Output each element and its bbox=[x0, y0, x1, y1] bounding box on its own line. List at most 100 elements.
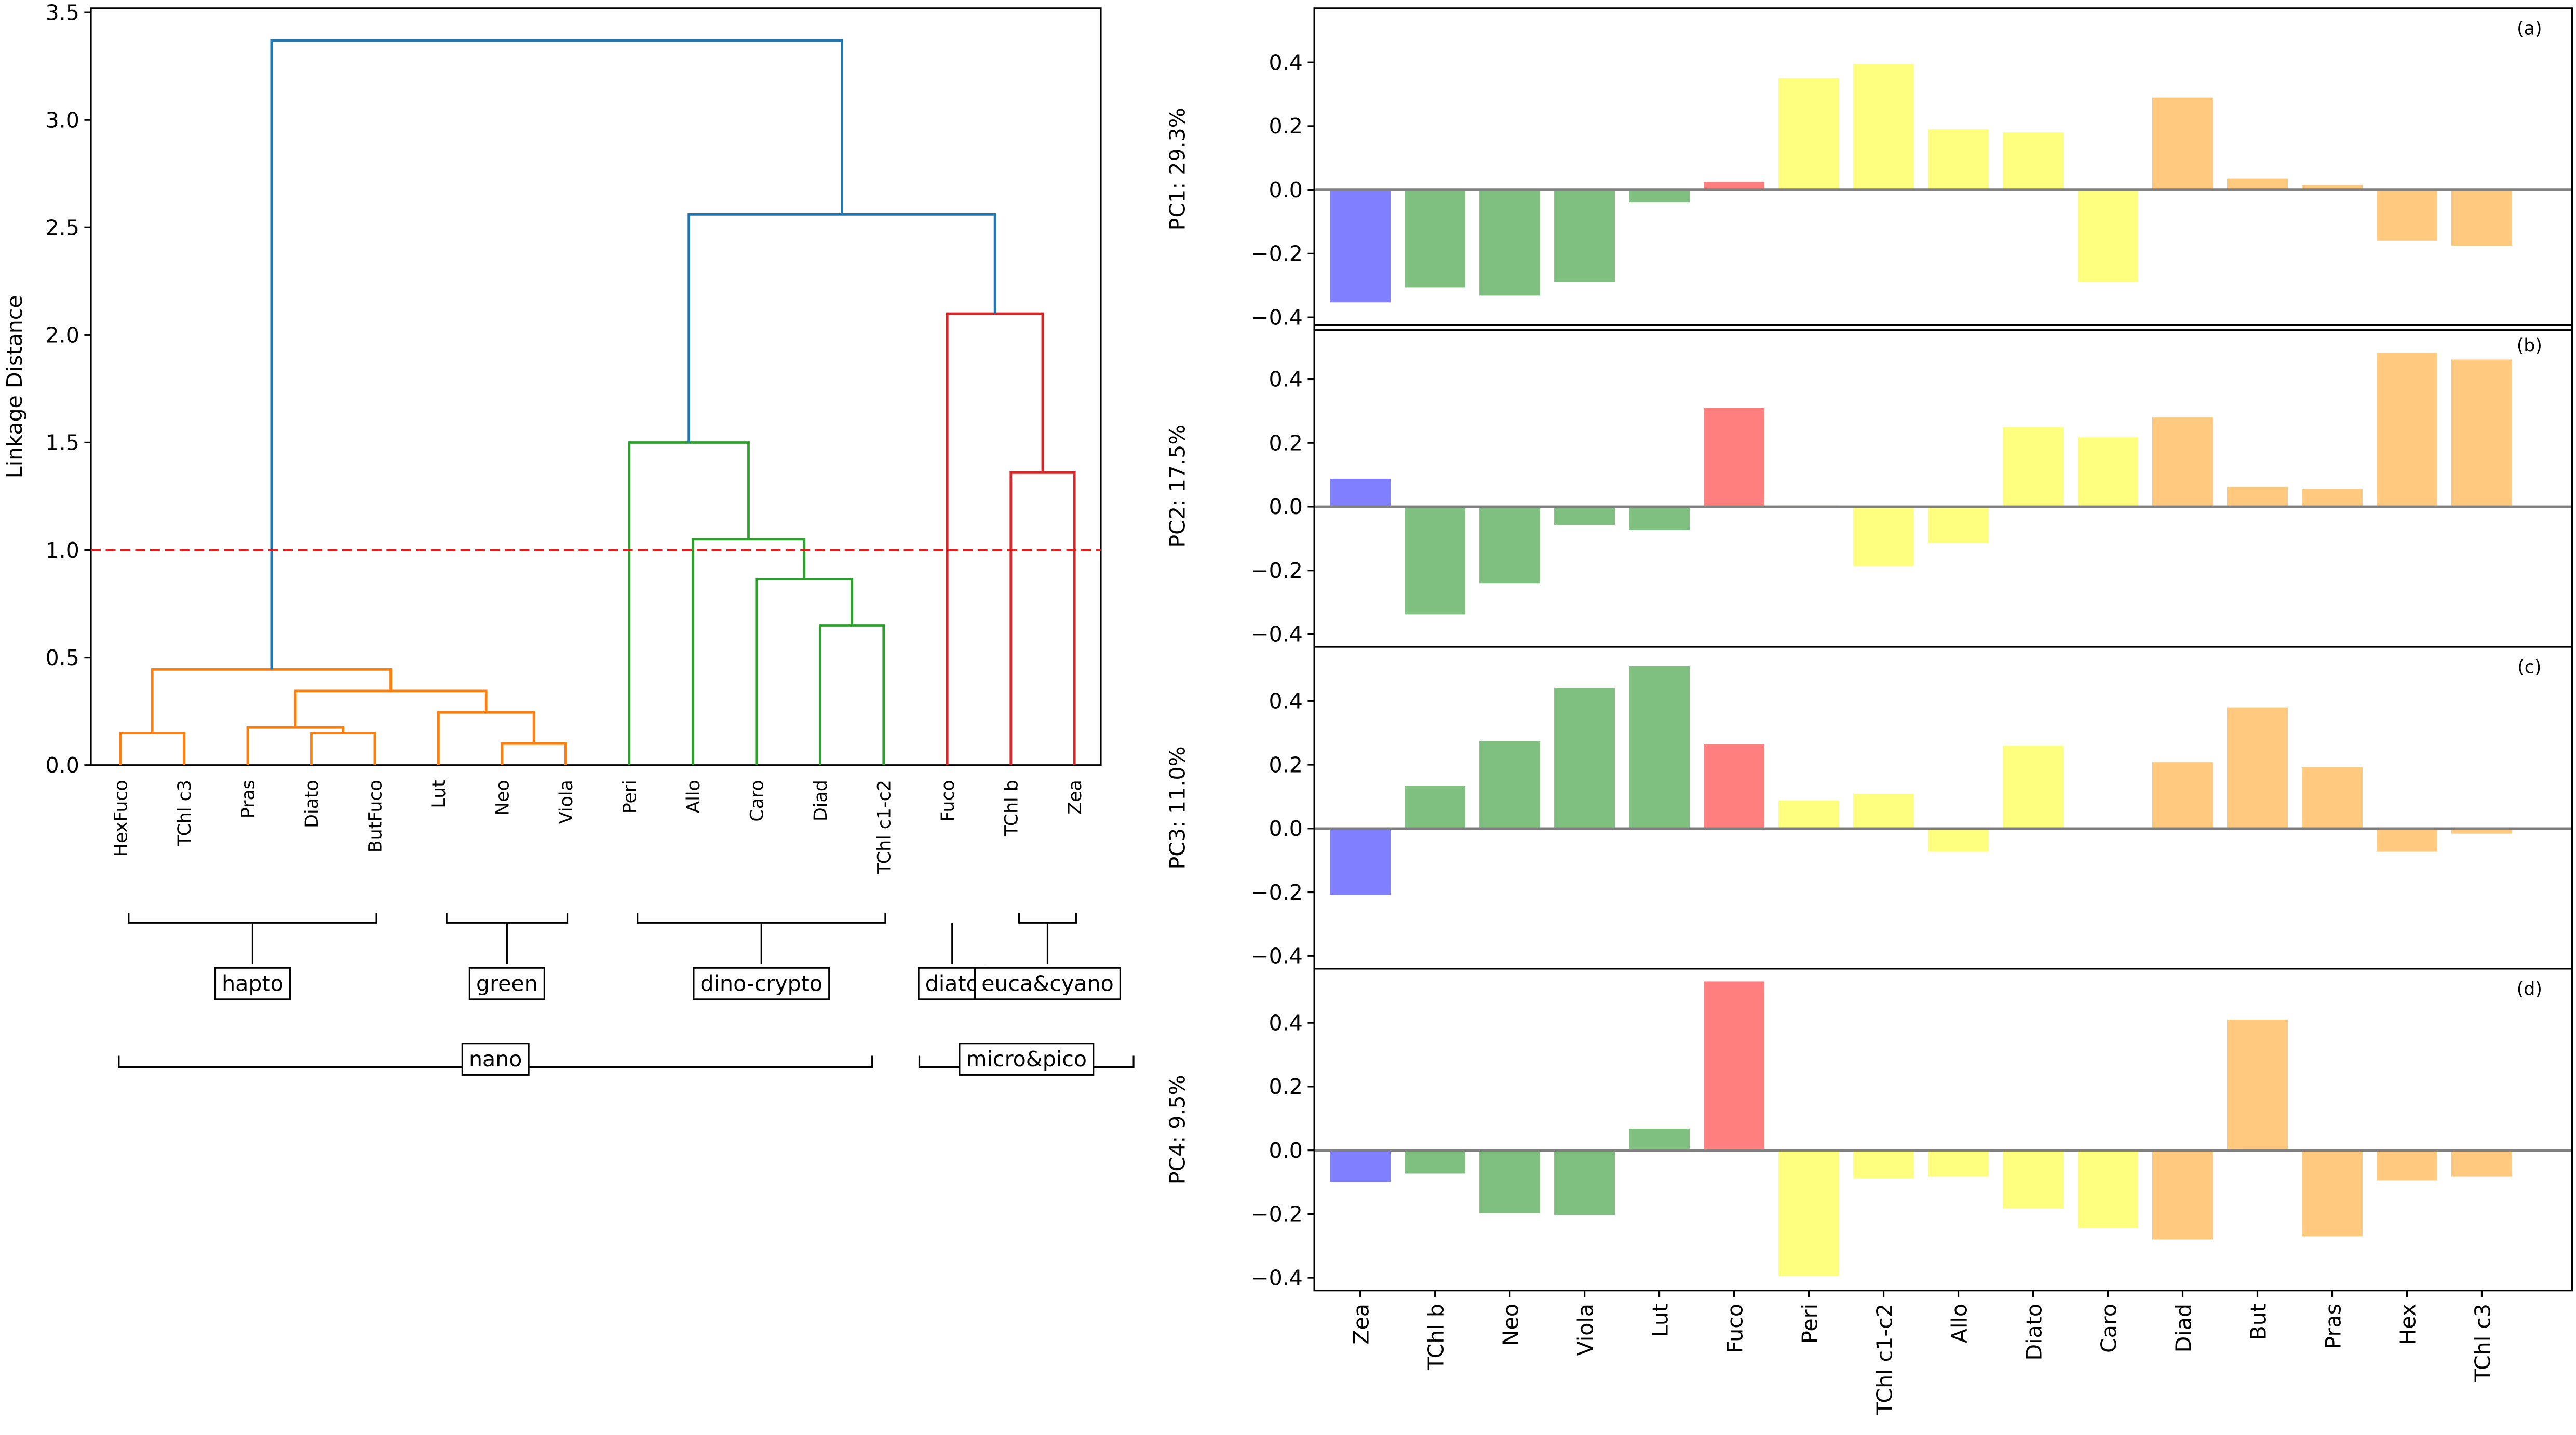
bar bbox=[2227, 707, 2288, 829]
y-tick-label: 0.2 bbox=[1269, 114, 1303, 139]
x-tick-label: Fuco bbox=[1722, 1304, 1747, 1353]
panel-frame bbox=[1313, 7, 2573, 331]
bar bbox=[1704, 182, 1765, 190]
bar bbox=[2301, 185, 2363, 190]
bar bbox=[1554, 1150, 1615, 1215]
bar bbox=[1704, 408, 1765, 507]
bar bbox=[1479, 189, 1541, 296]
bar bbox=[2376, 828, 2437, 852]
y-tick-label: 0.2 bbox=[1269, 430, 1303, 455]
bracket bbox=[446, 913, 569, 964]
panel-label: (a) bbox=[2517, 18, 2542, 39]
bar bbox=[2227, 486, 2288, 507]
group-label-box bbox=[974, 967, 1121, 1000]
x-tick-label: Hex bbox=[2395, 1304, 2420, 1345]
leaf-label: Lut bbox=[429, 780, 450, 808]
bar bbox=[2451, 828, 2512, 834]
bar bbox=[1928, 1150, 1989, 1177]
y-tick-label: 0.0 bbox=[1269, 178, 1303, 202]
leaf-label: Caro bbox=[747, 780, 767, 821]
bar bbox=[1330, 189, 1391, 303]
bar bbox=[1853, 793, 1914, 829]
y-tick-label: 0.4 bbox=[1269, 689, 1303, 714]
x-tick-label: Allo bbox=[1947, 1304, 1972, 1343]
y-tick-label: 0.5 bbox=[46, 645, 79, 670]
y-tick-label: 0.4 bbox=[1269, 50, 1303, 75]
bar bbox=[1778, 78, 1840, 190]
x-tick-label: Lut bbox=[1648, 1304, 1673, 1337]
group-label: dino-crypto bbox=[700, 971, 823, 996]
bar bbox=[1479, 1150, 1541, 1213]
y-tick-label: −0.4 bbox=[1251, 944, 1303, 969]
y-axis-label: Linkage Distance bbox=[2, 295, 27, 478]
bar bbox=[1405, 1150, 1466, 1174]
bar bbox=[2003, 427, 2064, 507]
plot-frame bbox=[90, 7, 1102, 766]
bar bbox=[1554, 506, 1615, 525]
dendrogram-link bbox=[294, 689, 488, 728]
group-label-box bbox=[468, 967, 545, 1000]
group-label: green bbox=[476, 971, 538, 996]
bar bbox=[1629, 506, 1690, 530]
bar bbox=[2376, 353, 2437, 507]
x-tick-label: Viola bbox=[1573, 1304, 1598, 1356]
bracket bbox=[128, 913, 377, 964]
y-tick-label: −0.2 bbox=[1251, 1202, 1303, 1227]
bar bbox=[1853, 506, 1914, 566]
leaf-label: TChl c3 bbox=[174, 780, 195, 846]
leaf-label: Viola bbox=[556, 780, 577, 824]
bar bbox=[1479, 741, 1541, 829]
group-label-box bbox=[461, 1043, 530, 1076]
leaf-label: Pras bbox=[238, 780, 259, 818]
y-axis-label: PC1: 29.3% bbox=[1165, 107, 1190, 231]
bar bbox=[1928, 129, 1989, 190]
x-tick-label: TChl b bbox=[1423, 1304, 1448, 1371]
bracket bbox=[1018, 913, 1077, 964]
y-tick-label: 0.0 bbox=[1269, 816, 1303, 841]
dendrogram-link bbox=[691, 538, 806, 765]
bar bbox=[1778, 1150, 1840, 1277]
bar bbox=[1330, 478, 1391, 507]
leaf-label: TChl c1-c2 bbox=[874, 780, 895, 874]
bar bbox=[2451, 189, 2512, 246]
x-tick-label: Diato bbox=[2021, 1304, 2046, 1361]
y-axis-label: PC2: 17.5% bbox=[1165, 425, 1190, 548]
y-tick-label: 1.5 bbox=[46, 430, 79, 455]
bar bbox=[2152, 762, 2214, 829]
bar bbox=[2003, 746, 2064, 829]
y-tick-label: 1.0 bbox=[46, 538, 79, 563]
y-axis-label: PC4: 9.5% bbox=[1165, 1075, 1190, 1184]
bar bbox=[1479, 506, 1541, 584]
y-tick-label: 0.4 bbox=[1269, 367, 1303, 392]
bar bbox=[2003, 1150, 2064, 1209]
panel-label: (b) bbox=[2517, 335, 2542, 356]
y-tick-label: −0.2 bbox=[1251, 241, 1303, 266]
y-tick-label: 0.2 bbox=[1269, 1074, 1303, 1099]
leaf-label: Diato bbox=[302, 780, 322, 828]
bar bbox=[2003, 132, 2064, 190]
bar bbox=[2152, 417, 2214, 507]
x-tick-label: Peri bbox=[1797, 1304, 1822, 1344]
x-tick-label: Neo bbox=[1498, 1304, 1523, 1346]
bar bbox=[1629, 1128, 1690, 1150]
bar bbox=[1629, 666, 1690, 829]
bar bbox=[2078, 1150, 2139, 1228]
bar bbox=[1778, 800, 1840, 829]
bar bbox=[1928, 828, 1989, 852]
bar bbox=[2078, 189, 2139, 282]
group-label: euca&cyano bbox=[981, 971, 1114, 996]
x-tick-label: But bbox=[2246, 1304, 2271, 1340]
bar bbox=[1330, 1150, 1391, 1182]
group-label: diato bbox=[925, 971, 979, 996]
group-label: nano bbox=[469, 1047, 522, 1072]
bar bbox=[2301, 767, 2363, 829]
bar bbox=[2451, 359, 2512, 507]
bar bbox=[2376, 189, 2437, 241]
x-tick-label: Pras bbox=[2321, 1304, 2345, 1349]
y-tick-label: −0.4 bbox=[1251, 305, 1303, 330]
bar bbox=[2152, 97, 2214, 190]
bar bbox=[2451, 1150, 2512, 1177]
y-tick-label: 0.0 bbox=[1269, 1138, 1303, 1163]
bar bbox=[2078, 437, 2139, 507]
